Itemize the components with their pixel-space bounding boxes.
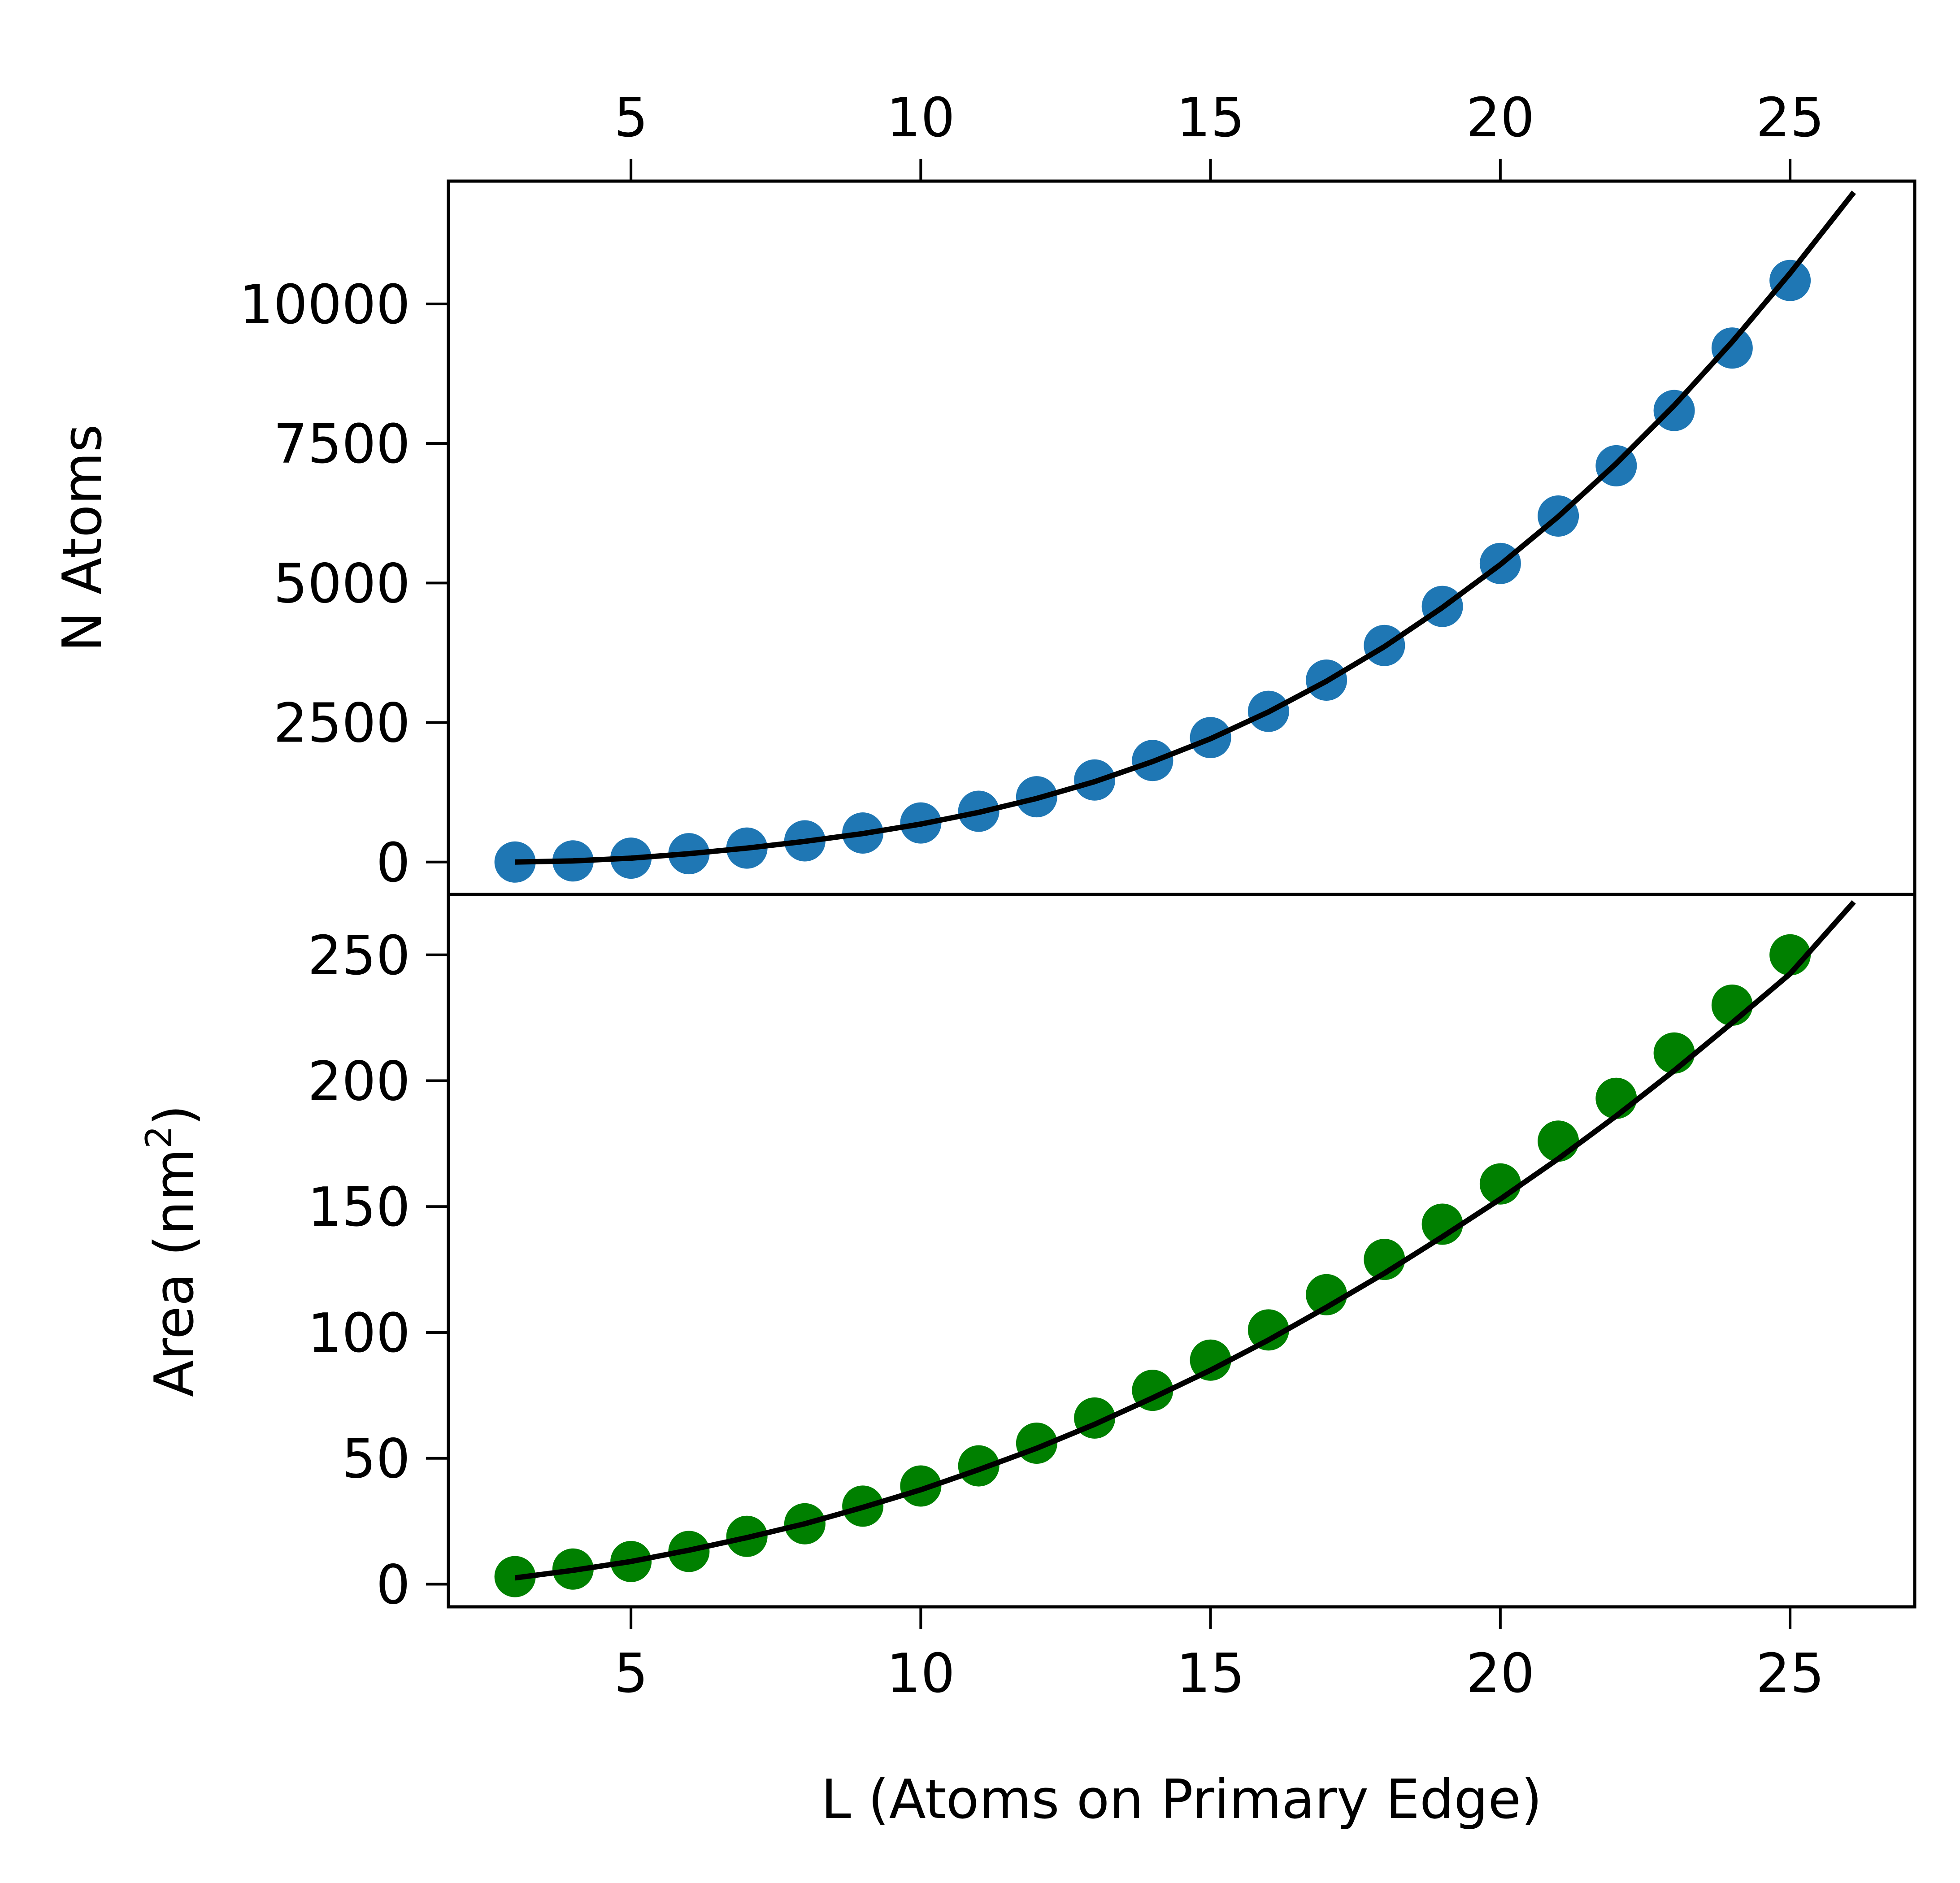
bottom-x-tick-label: 5	[614, 1643, 648, 1705]
bottom-y-axis-label-superscript: 2	[138, 1126, 180, 1149]
top-y-tick-label: 0	[376, 832, 410, 894]
bottom-y-axis-label-close: )	[143, 1105, 206, 1126]
bottom-x-ticks: 5 10 15 20 25	[614, 1607, 1825, 1705]
bottom-y-tick-label: 200	[308, 1050, 410, 1113]
bottom-data-point	[1421, 1203, 1463, 1245]
bottom-y-tick-label: 150	[308, 1176, 410, 1239]
top-x-tick-label: 5	[614, 87, 648, 149]
bottom-plot-area	[494, 900, 1856, 1597]
bottom-data-point	[1306, 1274, 1347, 1315]
top-y-tick-label: 2500	[274, 693, 410, 755]
top-x-tick-label: 15	[1176, 87, 1245, 149]
bottom-y-tick-label: 0	[376, 1554, 410, 1616]
bottom-x-tick-label: 20	[1466, 1643, 1535, 1705]
top-data-point	[1653, 390, 1695, 431]
top-plot-area	[494, 191, 1856, 883]
top-x-tick-label: 10	[887, 87, 955, 149]
bottom-y-tick-label: 100	[308, 1302, 410, 1365]
top-x-ticks: 5 10 15 20 25	[614, 87, 1825, 181]
top-y-tick-label: 10000	[239, 274, 410, 336]
top-y-ticks: 0 2500 5000 7500 10000	[239, 274, 448, 894]
bottom-data-point	[1190, 1339, 1231, 1381]
bottom-y-axis-label: Area (nm2)	[138, 1105, 206, 1397]
bottom-y-tick-label: 250	[308, 925, 410, 987]
top-panel: 5 10 15 20 25 0 2500 5000 7500 10000 N Atoms	[52, 87, 1917, 896]
bottom-data-point	[900, 1465, 942, 1507]
top-y-axis-label: N Atoms	[52, 424, 114, 652]
top-data-point	[1711, 327, 1753, 369]
top-x-tick-label: 25	[1756, 87, 1825, 149]
top-data-point	[1769, 260, 1811, 301]
bottom-x-tick-label: 15	[1176, 1643, 1245, 1705]
bottom-data-point	[1247, 1309, 1289, 1351]
bottom-y-ticks: 0 50 100 150 200 250	[308, 925, 448, 1616]
bottom-y-tick-label: 50	[342, 1428, 410, 1491]
top-y-tick-label: 7500	[274, 413, 410, 476]
top-x-tick-label: 20	[1466, 87, 1535, 149]
bottom-x-tick-label: 10	[887, 1643, 955, 1705]
top-fit-curve	[515, 191, 1856, 865]
bottom-y-axis-label-main: Area (nm	[143, 1149, 206, 1397]
bottom-panel: 5 10 15 20 25 0 50 100 150 200 250 L (Atoms on Pr…	[138, 893, 1917, 1831]
bottom-axes-frame	[447, 893, 1917, 1609]
bottom-x-axis-label: L (Atoms on Primary Edge)	[821, 1769, 1542, 1831]
bottom-x-tick-label: 25	[1756, 1643, 1825, 1705]
bottom-data-point	[958, 1445, 1000, 1487]
bottom-fit-curve	[514, 900, 1856, 1581]
top-y-tick-label: 5000	[274, 553, 410, 615]
